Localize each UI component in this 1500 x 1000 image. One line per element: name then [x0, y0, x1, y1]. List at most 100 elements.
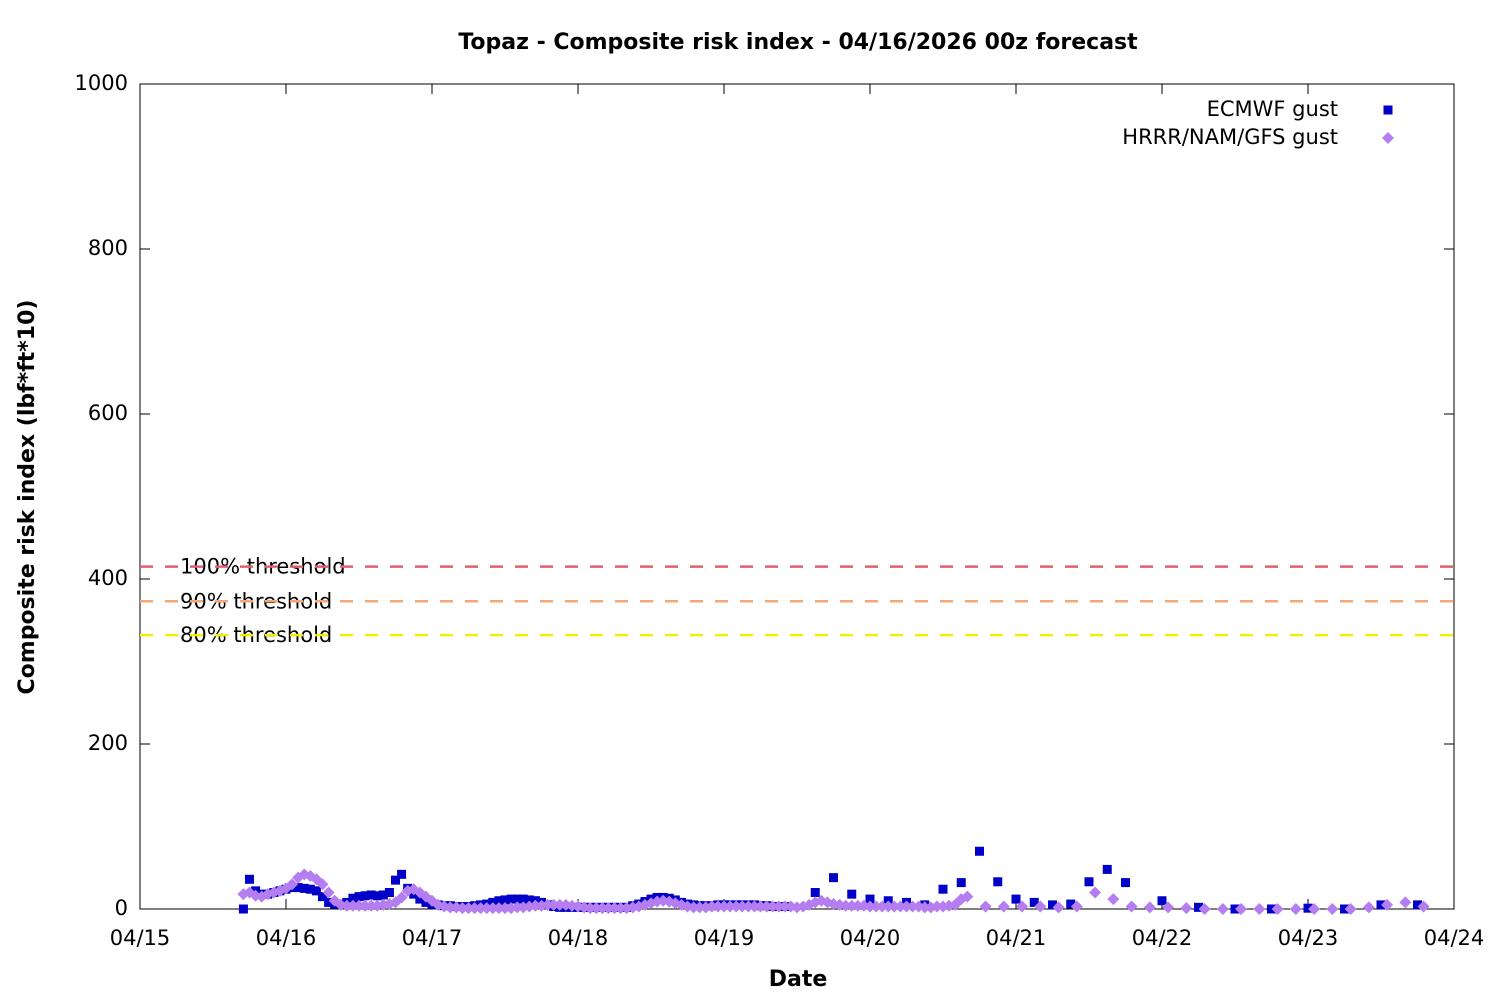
data-point [1048, 900, 1057, 910]
y-tick-label: 600 [88, 401, 128, 425]
data-point [1066, 899, 1076, 909]
data-point [391, 875, 400, 885]
data-point [1034, 900, 1047, 913]
data-point [766, 900, 779, 913]
y-tick-label: 800 [88, 236, 128, 260]
data-point [1198, 903, 1211, 915]
data-point [359, 899, 372, 912]
legend-marker [1383, 105, 1393, 115]
data-point [1194, 902, 1203, 912]
data-point [499, 902, 511, 915]
data-point [299, 883, 309, 893]
data-point [1143, 901, 1156, 914]
x-tick-label: 04/23 [1278, 926, 1339, 950]
y-tick-label: 200 [88, 731, 128, 755]
data-point [1376, 900, 1386, 910]
data-point [900, 900, 913, 913]
data-point [365, 899, 378, 912]
data-point [993, 877, 1003, 887]
data-point [748, 900, 761, 913]
data-point [1089, 886, 1102, 899]
data-point [293, 883, 303, 893]
data-point [474, 902, 487, 915]
data-point [1011, 894, 1021, 904]
data-point [1326, 903, 1339, 915]
data-point [864, 900, 876, 913]
data-point [492, 902, 505, 915]
data-point [687, 901, 700, 914]
data-point [500, 895, 510, 905]
data-point [1180, 902, 1193, 915]
data-point [378, 890, 388, 900]
data-point [845, 899, 858, 912]
data-point [1271, 903, 1284, 915]
legend-marker [1382, 132, 1394, 144]
x-tick-label: 04/21 [986, 926, 1047, 950]
data-point [486, 902, 499, 915]
data-point [529, 899, 542, 912]
data-point [1399, 896, 1412, 909]
data-point [506, 894, 516, 904]
data-point [847, 889, 857, 899]
data-point [353, 899, 365, 912]
data-point [1303, 903, 1313, 913]
data-point [1107, 893, 1120, 906]
data-point [596, 902, 609, 915]
data-point [882, 900, 895, 913]
data-point [693, 901, 706, 914]
data-point [480, 902, 493, 915]
data-point [366, 890, 376, 900]
x-axis-label: Date [769, 967, 828, 992]
data-point [614, 902, 627, 915]
data-point [718, 900, 730, 913]
data-point [462, 902, 475, 915]
data-point [711, 900, 724, 913]
data-point [1230, 904, 1240, 914]
data-point [1308, 903, 1321, 915]
data-point [456, 902, 469, 915]
y-tick-label: 400 [88, 566, 128, 590]
data-point [724, 900, 737, 913]
data-point [1235, 903, 1248, 915]
data-point [238, 904, 248, 914]
data-point [602, 902, 615, 915]
data-point [865, 894, 875, 904]
data-point [318, 892, 327, 902]
data-point [354, 892, 364, 902]
data-point [584, 902, 597, 915]
data-point [754, 900, 767, 913]
data-point [1102, 864, 1112, 874]
data-point [1162, 901, 1175, 914]
data-point [1253, 903, 1266, 915]
data-point [930, 900, 943, 913]
data-point [839, 899, 852, 912]
x-tick-label: 04/22 [1132, 926, 1193, 950]
data-point [778, 900, 791, 913]
data-point [305, 884, 315, 894]
data-point [494, 896, 504, 906]
data-point [324, 897, 334, 907]
data-point [511, 901, 524, 914]
plot-frame [139, 83, 1455, 910]
data-point [346, 899, 359, 912]
data-point [1070, 900, 1083, 913]
data-point [894, 900, 907, 913]
data-point [415, 894, 425, 904]
data-point [322, 886, 335, 899]
y-tick-label: 1000 [75, 71, 128, 95]
data-point [730, 900, 743, 913]
data-point [397, 869, 407, 879]
data-point [975, 846, 984, 856]
data-point [705, 900, 718, 913]
x-tick-label: 04/18 [548, 926, 609, 950]
data-point [1125, 900, 1138, 913]
data-point [1016, 900, 1029, 913]
data-point [1216, 903, 1229, 915]
data-point [1267, 904, 1276, 914]
data-point [1413, 900, 1422, 910]
data-point [384, 888, 394, 897]
data-point [906, 900, 919, 913]
data-point [1340, 904, 1349, 914]
x-tick-label: 04/19 [694, 926, 755, 950]
